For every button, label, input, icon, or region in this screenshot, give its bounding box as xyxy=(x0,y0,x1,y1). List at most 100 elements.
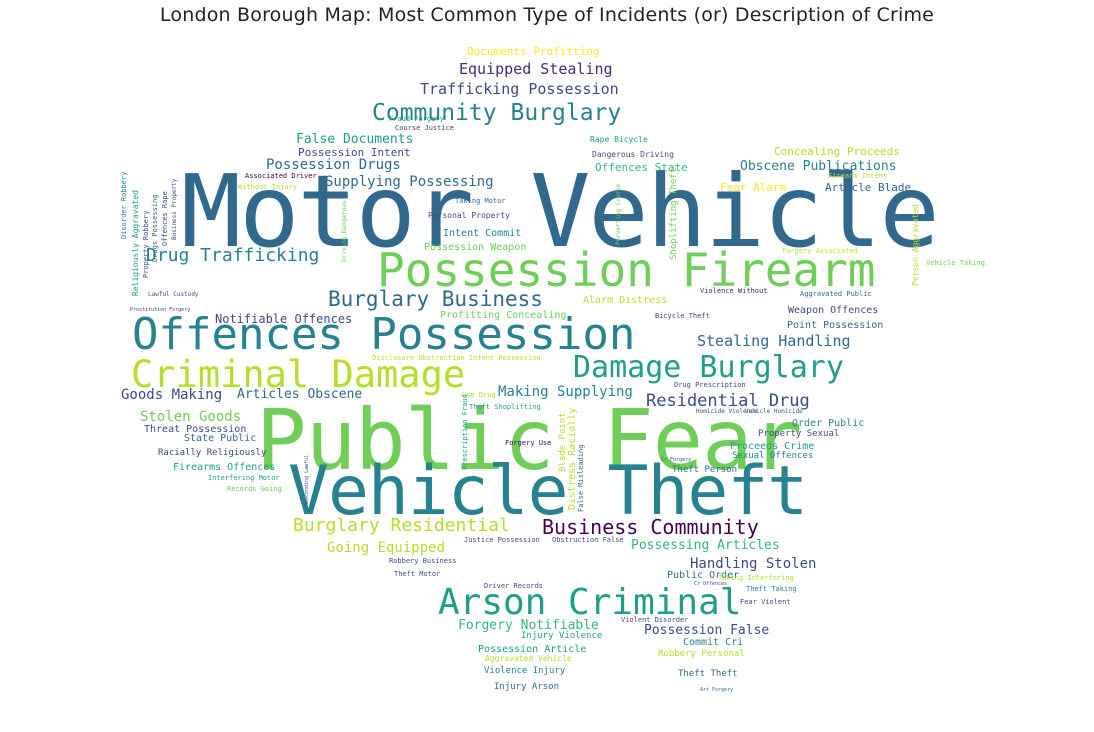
word: Goods Making xyxy=(121,387,223,403)
word: Vehicle Homicide xyxy=(745,408,803,415)
word: Weapon Offences xyxy=(788,305,879,316)
word: Driver Records xyxy=(484,582,544,590)
word: Concealing Proceeds xyxy=(774,145,900,158)
word: Fear Alarm xyxy=(720,181,787,194)
word: Homicide Violence xyxy=(696,408,758,415)
word: Damage Burglary xyxy=(573,350,844,385)
word-vertical: Shoplifting Theft xyxy=(669,167,679,260)
word-vertical: False Misleading xyxy=(577,444,585,512)
word: Disclosure Obstruction Intent Possession xyxy=(372,354,541,362)
word-vertical: Driving Dangerous xyxy=(341,200,348,262)
word: Taking Motor xyxy=(455,197,506,205)
word: Injury Arson xyxy=(494,682,560,692)
word: Business Community xyxy=(542,515,759,539)
word: Theft Shoplifting xyxy=(469,403,541,411)
word: Use Drug xyxy=(462,391,496,399)
word-vertical: Person Aggravated xyxy=(911,204,920,286)
word-vertical: Offences Rape xyxy=(161,191,169,246)
word: Equipped Stealing xyxy=(459,60,613,78)
word: Personal Property xyxy=(428,211,510,220)
word-vertical: Disorder Robbery xyxy=(120,171,128,239)
word: Proceeds Crime xyxy=(730,441,815,452)
word: Property Sexual xyxy=(758,429,840,439)
word: State Public xyxy=(184,433,257,444)
word: Making Supplying xyxy=(498,384,633,400)
word: Fear Violent xyxy=(740,598,791,606)
word-vertical: Perverting Course xyxy=(615,183,622,245)
word: Articles Obscene xyxy=(237,387,363,402)
word: Forgery Notifiable xyxy=(458,618,599,633)
word: Cr Forgery xyxy=(661,457,692,463)
word: Fraud Forgery xyxy=(389,115,444,123)
word: Alarm Distress xyxy=(583,295,668,306)
word: Possession Weapon xyxy=(424,242,527,253)
word: Criminal Damage xyxy=(131,353,466,396)
word: Justice Possession xyxy=(464,536,540,544)
word: Supplying Possessing xyxy=(325,174,494,190)
word: Associated Driver xyxy=(245,172,317,180)
word: Vehicle Taking xyxy=(926,259,986,267)
word: Bicycle Theft xyxy=(655,312,710,320)
word: Trafficking Possession xyxy=(420,80,619,98)
word: Public Fear xyxy=(256,391,802,489)
word: Handling Stolen xyxy=(690,556,817,572)
word: Notifiable Offences xyxy=(215,312,353,326)
word: Possessing Articles xyxy=(631,538,780,553)
word: Residential Drug xyxy=(646,391,810,411)
word: Stolen Goods xyxy=(140,409,242,425)
word: Stealing Handling xyxy=(697,332,851,350)
word: Cr Offences xyxy=(694,581,728,587)
word: Article Blade xyxy=(825,181,912,194)
word: Community Burglary xyxy=(372,100,622,126)
word: Rape Bicycle xyxy=(590,135,648,144)
word-vertical: Prescription Fraud xyxy=(461,394,469,470)
word: Theft Taking xyxy=(746,585,797,593)
word: Drug Prescription xyxy=(674,381,746,389)
word: Violence Without xyxy=(700,287,768,295)
word: Aggravated Vehicle xyxy=(485,654,572,663)
word: Racially Religiously xyxy=(158,448,267,458)
word: Obstruction False xyxy=(552,536,624,544)
word: Prostitution Forgery xyxy=(130,307,191,313)
word: Theft Motor xyxy=(394,570,441,578)
word: Profitting Concealing xyxy=(440,310,567,321)
word: Burglary Business xyxy=(328,287,543,311)
word: Burglary Residential xyxy=(293,515,510,536)
word-vertical: Property Robbery xyxy=(142,210,150,278)
word: Firearms Offences xyxy=(173,462,276,473)
word: Injury Violence xyxy=(521,631,603,641)
word: Taking Interfering xyxy=(718,574,794,582)
word: Sexual Offences xyxy=(732,451,814,461)
word: Point Possession xyxy=(787,320,884,331)
word: False Documents xyxy=(296,132,414,147)
word: Obscene Publications xyxy=(740,159,897,174)
word: Aggravated Public xyxy=(800,290,872,298)
word-vertical: Religiously Aggravated xyxy=(131,190,140,296)
word: Documents Profitting xyxy=(467,45,600,58)
word: Arson Criminal xyxy=(438,582,742,623)
word: Violence Injury xyxy=(484,666,566,676)
word: Vehicle Theft xyxy=(288,452,808,531)
word: Records Going xyxy=(227,485,282,493)
word: Drug Trafficking xyxy=(146,245,320,266)
word: Threat Possession xyxy=(144,424,247,435)
word: Dangerous Driving xyxy=(592,150,674,159)
word: Robbery Personal xyxy=(658,649,745,659)
word: Art Forgery xyxy=(700,687,734,693)
word: Possession Drugs xyxy=(266,157,401,173)
word: Commit Cri xyxy=(683,637,744,648)
word: Order Public xyxy=(792,418,865,429)
word: Forgery Use xyxy=(505,439,552,447)
word-vertical: Absconding Lawful xyxy=(304,454,310,506)
word: Without Injury xyxy=(238,183,298,191)
word: Possession Firearm xyxy=(377,243,876,297)
word: Theft Theft xyxy=(678,669,738,679)
word-vertical: Drugs Possessing xyxy=(151,194,159,262)
word: Offences Possession xyxy=(132,309,636,360)
word: Robbery Business xyxy=(389,557,457,565)
word: Violent Disorder xyxy=(621,616,689,624)
word: Possession Intent xyxy=(298,146,411,159)
word: Theft Person xyxy=(672,465,738,475)
word: Offences State xyxy=(595,161,688,174)
